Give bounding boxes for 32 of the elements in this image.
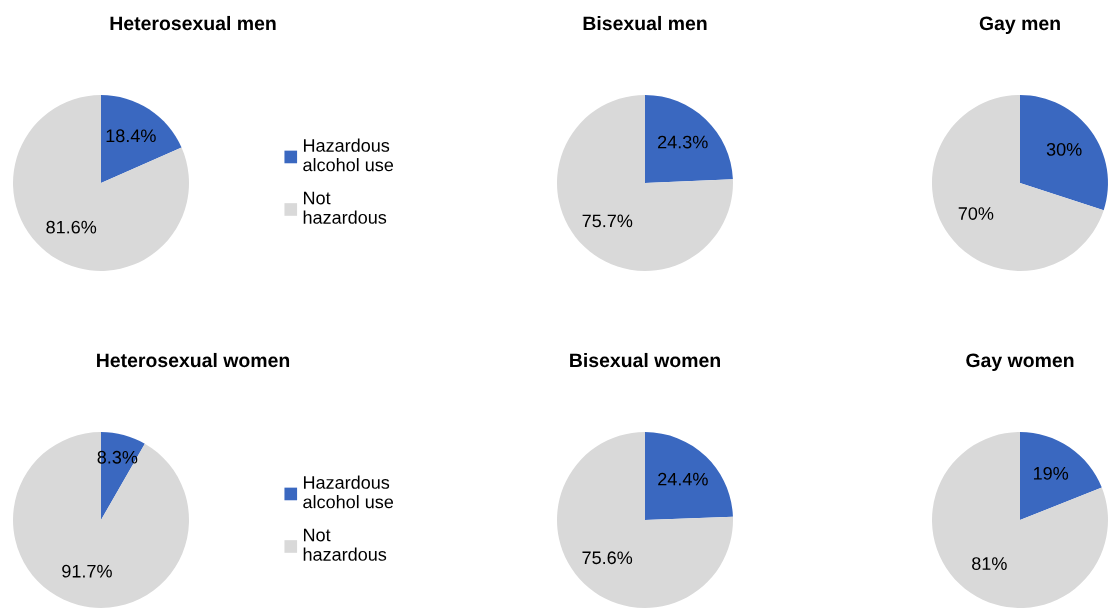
pie-slice: [645, 432, 733, 520]
data-label: 30%: [1046, 142, 1082, 156]
pie-slice: [1020, 95, 1108, 211]
pie-slice: [13, 432, 189, 608]
pie-slice: [557, 95, 733, 271]
data-label: 81%: [972, 557, 1007, 570]
chart-title: Gay men: [979, 16, 1060, 35]
data-label: 24.3%: [658, 135, 708, 149]
chart-title: Gay women: [966, 353, 1074, 372]
pie-slice: [13, 95, 189, 271]
pie-slice: [557, 432, 733, 608]
data-label: 75.7%: [582, 214, 633, 228]
pie-slice: [101, 95, 182, 183]
chart-title: Heterosexual women: [97, 352, 290, 368]
data-label: 75.6%: [582, 551, 633, 565]
data-label: 70%: [958, 207, 994, 220]
pie-slice: [932, 95, 1104, 271]
legend-label: Hazardous alcohol use: [303, 475, 394, 509]
legend-label: Not hazardous: [303, 191, 387, 224]
data-label: 81.6%: [46, 220, 97, 234]
legend-label: Hazardous alcohol use: [303, 138, 394, 172]
chart-title: Bisexual women: [570, 352, 720, 368]
pie-slice: [932, 432, 1108, 608]
chart-title: Heterosexual men: [110, 15, 276, 31]
legend-label: Not hazardous: [303, 528, 387, 561]
pie-slice: [1020, 432, 1102, 520]
pie-slice: [645, 95, 733, 183]
data-label: 24.4%: [658, 472, 708, 486]
data-label: 19%: [1033, 466, 1069, 480]
chart-title: Bisexual men: [583, 15, 707, 31]
data-label: 91.7%: [62, 564, 112, 578]
data-label: 18.4%: [106, 129, 156, 143]
